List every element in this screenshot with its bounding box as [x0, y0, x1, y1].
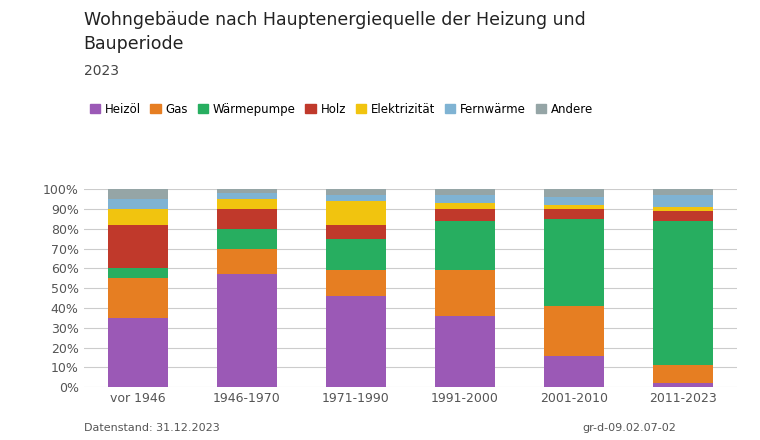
Bar — [435, 195, 495, 203]
Bar — [653, 195, 713, 207]
Bar — [544, 189, 603, 197]
Bar — [108, 268, 168, 278]
Bar — [544, 197, 603, 205]
Bar — [326, 201, 386, 225]
Bar — [217, 199, 277, 209]
Text: Bauperiode: Bauperiode — [84, 35, 184, 53]
Bar — [435, 203, 495, 209]
Bar — [108, 189, 168, 199]
Bar — [326, 296, 386, 387]
Bar — [108, 209, 168, 225]
Bar — [544, 356, 603, 387]
Bar — [653, 221, 713, 365]
Bar — [108, 278, 168, 318]
Bar — [435, 209, 495, 221]
Bar — [217, 275, 277, 387]
Text: Wohngebäude nach Hauptenergiequelle der Heizung und: Wohngebäude nach Hauptenergiequelle der … — [84, 11, 585, 29]
Text: 2023: 2023 — [84, 64, 119, 78]
Bar — [544, 209, 603, 219]
Bar — [108, 199, 168, 209]
Legend: Heizöl, Gas, Wärmepumpe, Holz, Elektrizität, Fernwärme, Andere: Heizöl, Gas, Wärmepumpe, Holz, Elektrizi… — [90, 103, 593, 116]
Bar — [217, 249, 277, 275]
Bar — [653, 189, 713, 195]
Bar — [544, 219, 603, 306]
Bar — [544, 306, 603, 356]
Bar — [435, 316, 495, 387]
Bar — [326, 225, 386, 238]
Bar — [108, 225, 168, 268]
Bar — [326, 195, 386, 201]
Bar — [435, 189, 495, 195]
Bar — [326, 189, 386, 195]
Bar — [217, 209, 277, 229]
Bar — [108, 318, 168, 387]
Bar — [435, 221, 495, 270]
Bar — [326, 270, 386, 296]
Bar — [217, 189, 277, 193]
Bar — [217, 193, 277, 199]
Bar — [544, 205, 603, 209]
Text: Datenstand: 31.12.2023: Datenstand: 31.12.2023 — [84, 423, 220, 433]
Bar — [217, 229, 277, 249]
Bar — [326, 238, 386, 270]
Bar — [653, 211, 713, 221]
Text: gr-d-09.02.07-02: gr-d-09.02.07-02 — [582, 423, 676, 433]
Bar — [653, 383, 713, 387]
Bar — [653, 365, 713, 383]
Bar — [435, 270, 495, 316]
Bar — [653, 207, 713, 211]
